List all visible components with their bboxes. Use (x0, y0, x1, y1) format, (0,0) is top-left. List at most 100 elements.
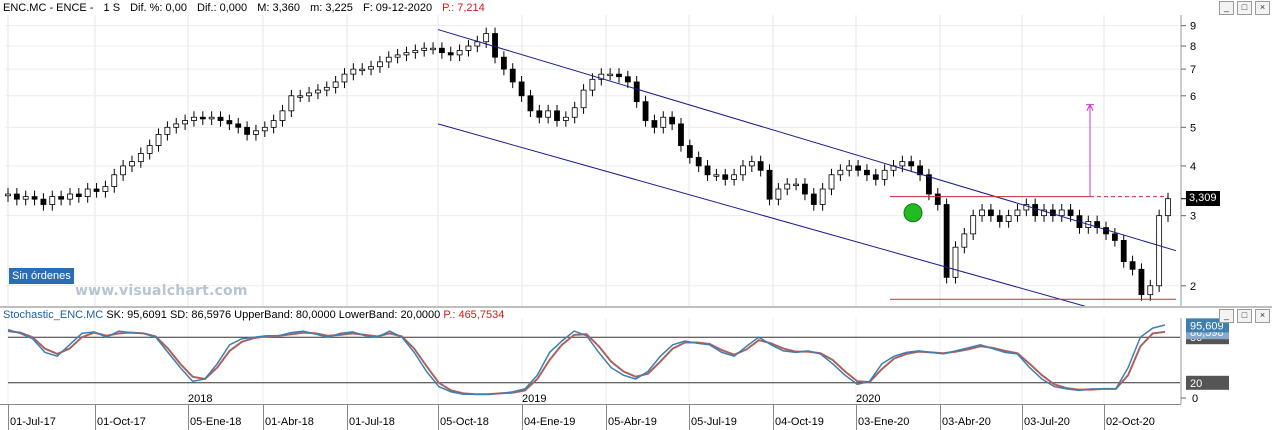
candle (173, 123, 180, 128)
orders-badge[interactable]: Sin órdenes (9, 268, 74, 284)
candle (607, 73, 614, 77)
candle (1023, 204, 1030, 211)
candle (518, 81, 525, 97)
interval-label[interactable]: 1 S (103, 2, 121, 14)
ytick-label: 4 (1190, 161, 1196, 173)
xtick-label: 03-Jul-20 (1024, 416, 1070, 428)
osc-sk: SK: 95,6091 (106, 309, 167, 321)
maximize-icon[interactable]: □ (1237, 1, 1252, 15)
candle (828, 174, 835, 190)
osc-lower-tag-bg (1186, 375, 1229, 390)
candle (624, 76, 631, 83)
xtick-mark (188, 404, 189, 430)
osc-lower-tag: 20 (1190, 378, 1202, 390)
candle (961, 233, 968, 248)
candle (377, 61, 383, 68)
candle (368, 66, 374, 70)
xtick-mark (606, 404, 607, 430)
osc-minimize-icon[interactable]: _ (1219, 309, 1234, 323)
candle (208, 116, 215, 120)
candle (926, 174, 932, 195)
candle (872, 174, 879, 180)
xtick-mark (8, 404, 9, 430)
candle (447, 52, 454, 56)
osc-sk-tag: 95,609 (1190, 320, 1224, 332)
candle (695, 157, 702, 167)
candle (412, 50, 419, 54)
candle (846, 165, 853, 171)
candle (731, 174, 738, 180)
candle (421, 47, 428, 51)
candle (970, 215, 977, 235)
candle (456, 50, 463, 56)
year-label: 2020 (856, 393, 881, 405)
close-icon[interactable]: × (1255, 1, 1270, 15)
candle (49, 196, 56, 205)
candle (554, 110, 560, 121)
candle (545, 110, 552, 118)
candle (589, 78, 596, 91)
candle (40, 198, 47, 205)
xtick-label: 01-Abr-18 (265, 416, 314, 428)
dif-label: Dif.: 0,000 (197, 2, 248, 14)
ytick-label: 8 (1190, 41, 1196, 53)
xtick-label: 05-Jul-19 (691, 416, 737, 428)
candle (571, 107, 578, 118)
target-arrowhead (1086, 103, 1094, 111)
candle (1120, 240, 1127, 263)
date-label: F: 09-12-2020 (362, 2, 433, 14)
xtick-label: 04-Ene-19 (524, 416, 576, 428)
candle (678, 123, 684, 146)
candle (1005, 215, 1012, 222)
candle (562, 116, 569, 121)
osc-maximize-icon[interactable]: □ (1237, 309, 1252, 323)
ytick-label: 3 (1190, 211, 1196, 223)
ytick-label: 2 (1190, 281, 1196, 293)
candle (1014, 209, 1021, 217)
candle (934, 193, 941, 205)
candle (270, 120, 277, 128)
max-label: M: 3,360 (257, 2, 301, 14)
osc-sd: SD: 86,5976 (169, 309, 232, 321)
sk-line (7, 324, 1166, 395)
candle (837, 169, 844, 176)
candle (438, 47, 445, 54)
candle (483, 33, 490, 43)
ytick-label: 7 (1190, 64, 1196, 76)
candle (642, 101, 649, 121)
osc-close-icon[interactable]: × (1255, 309, 1270, 323)
candle (403, 52, 410, 56)
candle (775, 188, 782, 200)
candle (686, 145, 693, 158)
candle (244, 126, 250, 135)
candle (474, 41, 481, 47)
candle (855, 165, 861, 171)
panel-divider[interactable] (0, 306, 1272, 308)
price-plot[interactable]: 9 8 7 6 5 4 3 2 (0, 0, 1272, 306)
candle (129, 161, 135, 167)
candle (31, 196, 38, 200)
osc-lower: LowerBand: 20,0000 (338, 309, 441, 321)
candle (988, 209, 994, 217)
candle (740, 165, 746, 176)
dif-pct-label: Dif. %: 0,00 (130, 2, 187, 14)
xtick-mark (773, 404, 774, 430)
xtick-label: 05-Ene-18 (190, 416, 242, 428)
candle (332, 81, 339, 88)
candle (616, 73, 622, 78)
candle (1094, 221, 1101, 228)
candle (323, 86, 330, 91)
sd-dash-line (7, 330, 1166, 395)
candle (288, 95, 295, 112)
window-controls: _ □ × (1219, 1, 1270, 15)
candle (137, 153, 144, 163)
ytick-label: 9 (1190, 21, 1196, 33)
candle (75, 193, 82, 197)
candle (669, 116, 676, 125)
candle (279, 110, 286, 121)
candle (350, 68, 357, 75)
minimize-icon[interactable]: _ (1219, 1, 1234, 15)
time-axis[interactable]: 01-Jul-17 01-Oct-17 05-Ene-18 01-Abr-18 01-J… (0, 393, 1272, 430)
